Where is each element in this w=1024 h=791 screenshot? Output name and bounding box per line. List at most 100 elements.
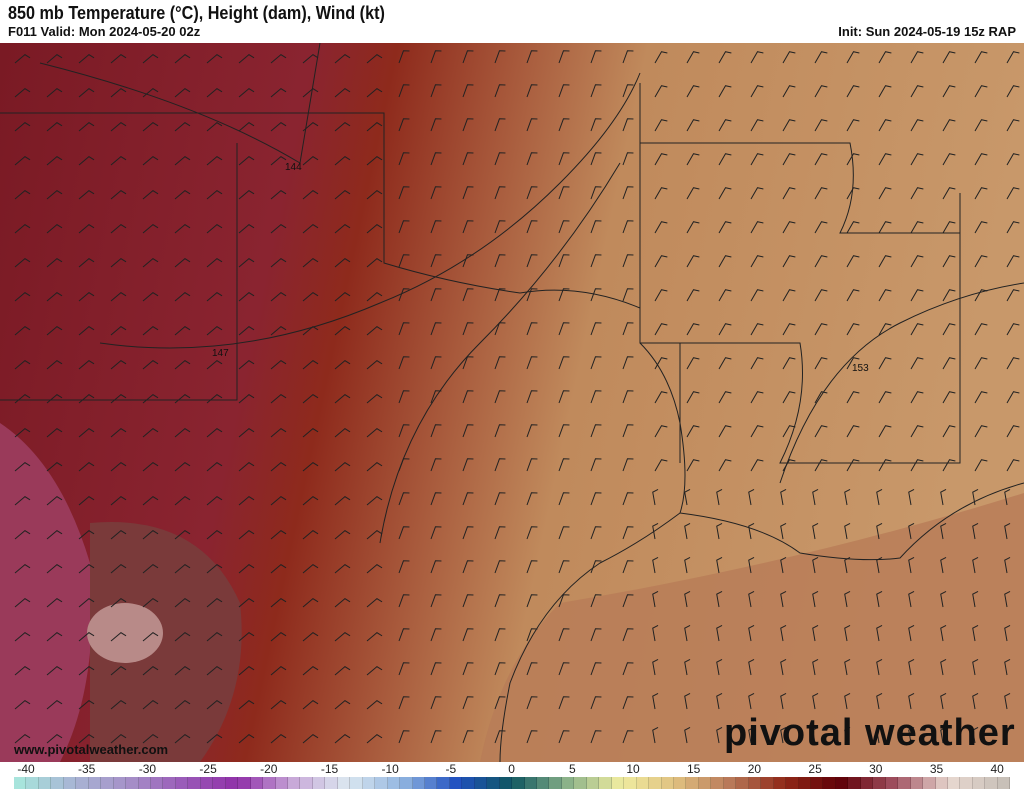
wind-barb bbox=[686, 221, 700, 234]
wind-barb bbox=[270, 734, 287, 744]
colorbar-label: 10 bbox=[626, 762, 640, 776]
wind-barb bbox=[878, 221, 892, 234]
wind-barb bbox=[110, 700, 127, 710]
colorbar-cell bbox=[76, 777, 89, 789]
wind-barb bbox=[846, 153, 860, 166]
wind-barb bbox=[558, 424, 570, 438]
wind-barb bbox=[972, 692, 979, 710]
wind-barb bbox=[142, 122, 159, 132]
wind-barb bbox=[270, 258, 287, 268]
wind-barb bbox=[622, 492, 634, 506]
wind-barb bbox=[46, 564, 63, 574]
wind-barb bbox=[590, 424, 602, 438]
colorbar-cell bbox=[761, 777, 774, 789]
wind-barb bbox=[366, 496, 383, 506]
wind-barb bbox=[494, 254, 506, 268]
wind-barb bbox=[558, 560, 570, 574]
wind-barb bbox=[462, 254, 474, 268]
wind-barb bbox=[750, 51, 764, 64]
wind-barb bbox=[174, 598, 191, 608]
wind-barb bbox=[302, 326, 319, 336]
wind-barb bbox=[910, 119, 924, 132]
wind-barb bbox=[590, 50, 602, 64]
wind-barb bbox=[462, 288, 474, 302]
wind-barb bbox=[974, 85, 988, 98]
wind-barb bbox=[716, 590, 723, 608]
wind-barb bbox=[782, 85, 796, 98]
wind-barb bbox=[142, 156, 159, 166]
wind-barb bbox=[844, 556, 851, 574]
wind-barb bbox=[846, 119, 860, 132]
wind-barb bbox=[46, 224, 63, 234]
wind-barb bbox=[430, 526, 442, 540]
wind-barb bbox=[652, 692, 659, 710]
website-link[interactable]: www.pivotalweather.com bbox=[14, 742, 169, 757]
wind-barb bbox=[526, 628, 538, 642]
wind-barb bbox=[908, 726, 915, 744]
wind-barb bbox=[494, 696, 506, 710]
wind-barb bbox=[110, 496, 127, 506]
wind-barb bbox=[1006, 255, 1020, 268]
wind-barb bbox=[142, 700, 159, 710]
wind-barb bbox=[622, 560, 634, 574]
wind-barb bbox=[302, 632, 319, 642]
colorbar-label: -15 bbox=[320, 762, 339, 776]
wind-barb bbox=[782, 221, 796, 234]
colorbar-label: 35 bbox=[929, 762, 944, 776]
wind-barb bbox=[910, 221, 924, 234]
wind-barb bbox=[206, 632, 223, 642]
wind-barb bbox=[174, 462, 191, 472]
wind-barb bbox=[334, 54, 351, 64]
wind-barb bbox=[782, 255, 796, 268]
wind-barb bbox=[110, 88, 127, 98]
wind-barb bbox=[78, 496, 95, 506]
wind-barb bbox=[940, 556, 947, 574]
wind-barb bbox=[494, 628, 506, 642]
colorbar-cell bbox=[674, 777, 687, 789]
wind-barb bbox=[718, 85, 732, 98]
wind-barb bbox=[334, 190, 351, 200]
wind-barb bbox=[876, 556, 883, 574]
wind-barb bbox=[654, 255, 668, 268]
wind-barb bbox=[750, 255, 764, 268]
wind-barb bbox=[878, 153, 892, 166]
wind-barb bbox=[334, 326, 351, 336]
wind-barb bbox=[46, 700, 63, 710]
wind-barb bbox=[14, 530, 31, 540]
wind-barb bbox=[430, 50, 442, 64]
wind-barb bbox=[878, 85, 892, 98]
wind-barb bbox=[430, 152, 442, 166]
wind-barb bbox=[366, 564, 383, 574]
wind-barb bbox=[398, 254, 410, 268]
wind-barb bbox=[974, 289, 988, 302]
wind-barb bbox=[78, 326, 95, 336]
wind-barbs bbox=[14, 50, 1020, 744]
contour-label-147: 147 bbox=[212, 348, 229, 359]
wind-barb bbox=[14, 360, 31, 370]
wind-barb bbox=[558, 322, 570, 336]
wind-barb bbox=[812, 488, 819, 506]
wind-barb bbox=[590, 594, 602, 608]
wind-barb bbox=[942, 255, 956, 268]
wind-barb bbox=[716, 658, 723, 676]
temperature-field bbox=[90, 522, 242, 762]
wind-barb bbox=[14, 224, 31, 234]
wind-barb bbox=[14, 54, 31, 64]
wind-barb bbox=[974, 153, 988, 166]
wind-barb bbox=[558, 696, 570, 710]
wind-barb bbox=[942, 459, 956, 472]
wind-barb bbox=[940, 726, 947, 744]
wind-barb bbox=[716, 692, 723, 710]
wind-barb bbox=[78, 734, 95, 744]
wind-barb bbox=[238, 598, 255, 608]
wind-barb bbox=[652, 488, 659, 506]
wind-barb bbox=[462, 526, 474, 540]
wind-barb bbox=[974, 51, 988, 64]
colorbar-cell bbox=[350, 777, 363, 789]
wind-barb bbox=[14, 88, 31, 98]
wind-barb bbox=[334, 292, 351, 302]
wind-barb bbox=[750, 357, 764, 370]
wind-barb bbox=[622, 152, 634, 166]
wind-barb bbox=[718, 289, 732, 302]
wind-barb bbox=[908, 658, 915, 676]
